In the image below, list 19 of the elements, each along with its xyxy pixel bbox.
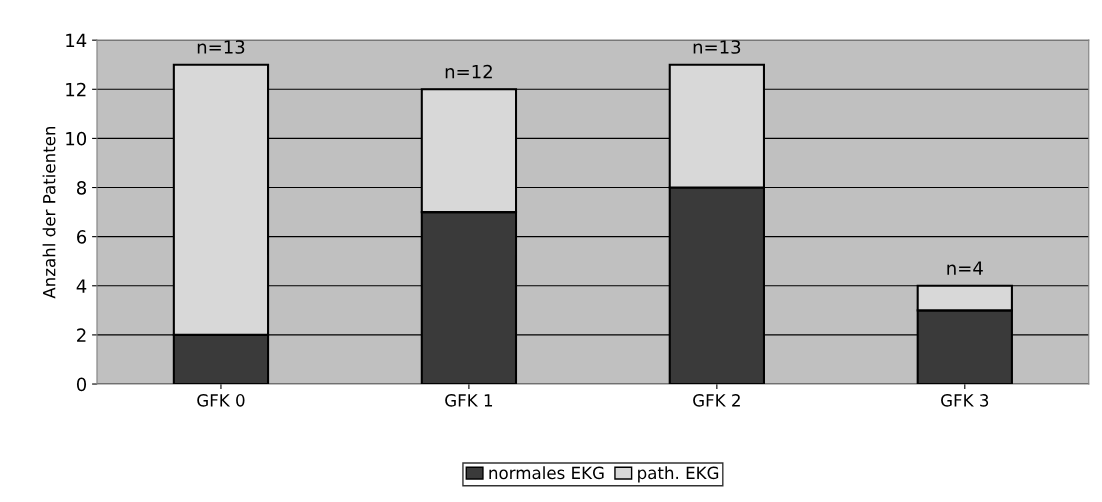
x-tick-label: GFK 3 — [941, 394, 989, 407]
y-tick-label: 10 — [66, 131, 87, 146]
y-tick-label: 2 — [77, 328, 86, 342]
total-label: n=12 — [445, 64, 492, 79]
y-tick-label: 14 — [66, 33, 87, 48]
x-tick-label: GFK 0 — [197, 394, 245, 407]
x-tick-label: GFK 1 — [445, 394, 493, 407]
total-label: n=13 — [197, 40, 245, 54]
x-tick-label: GFK 2 — [693, 394, 740, 407]
y-axis-title: Anzahl der Patienten — [42, 126, 56, 299]
y-tick-label: 8 — [76, 180, 87, 195]
legend-label: normales EKG — [489, 466, 604, 480]
y-tick-label: 0 — [76, 377, 87, 392]
total-label: n=4 — [947, 261, 983, 275]
legend-label: path. EKG — [638, 466, 719, 483]
y-tick-label: 12 — [66, 82, 86, 97]
y-tick-label: 6 — [77, 230, 87, 244]
total-label: n=13 — [693, 40, 741, 54]
y-tick-label: 4 — [76, 279, 87, 293]
